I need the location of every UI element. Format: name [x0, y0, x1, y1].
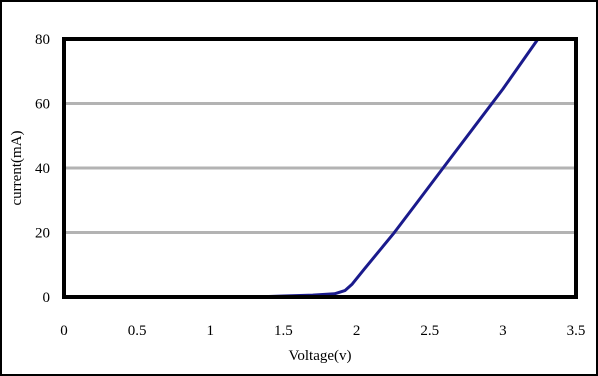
y-tick-label: 20: [35, 226, 50, 242]
y-tick-label: 80: [35, 32, 50, 48]
x-tick-label: 0: [60, 323, 68, 339]
x-tick-label: 2.5: [420, 323, 439, 339]
x-axis-title: Voltage(v): [288, 348, 351, 364]
x-tick-label: 0.5: [128, 323, 147, 339]
y-axis-title: current(mA): [9, 131, 25, 206]
y-tick-labels: 0 20 40 60 80: [35, 32, 50, 306]
x-tick-label: 1.5: [274, 323, 293, 339]
grid-layer: [64, 102, 576, 234]
x-tick-label: 1: [207, 323, 215, 339]
y-tick-label: 40: [35, 161, 50, 177]
plot-area-border: [62, 37, 578, 299]
x-tick-labels: 0 0.5 1 1.5 2 2.5 3 3.5: [60, 323, 585, 339]
x-tick-label: 2: [353, 323, 361, 339]
y-tick-label: 60: [35, 97, 50, 113]
x-tick-label: 3.5: [567, 323, 586, 339]
y-tick-label: 0: [43, 290, 51, 306]
x-tick-label: 3: [499, 323, 507, 339]
